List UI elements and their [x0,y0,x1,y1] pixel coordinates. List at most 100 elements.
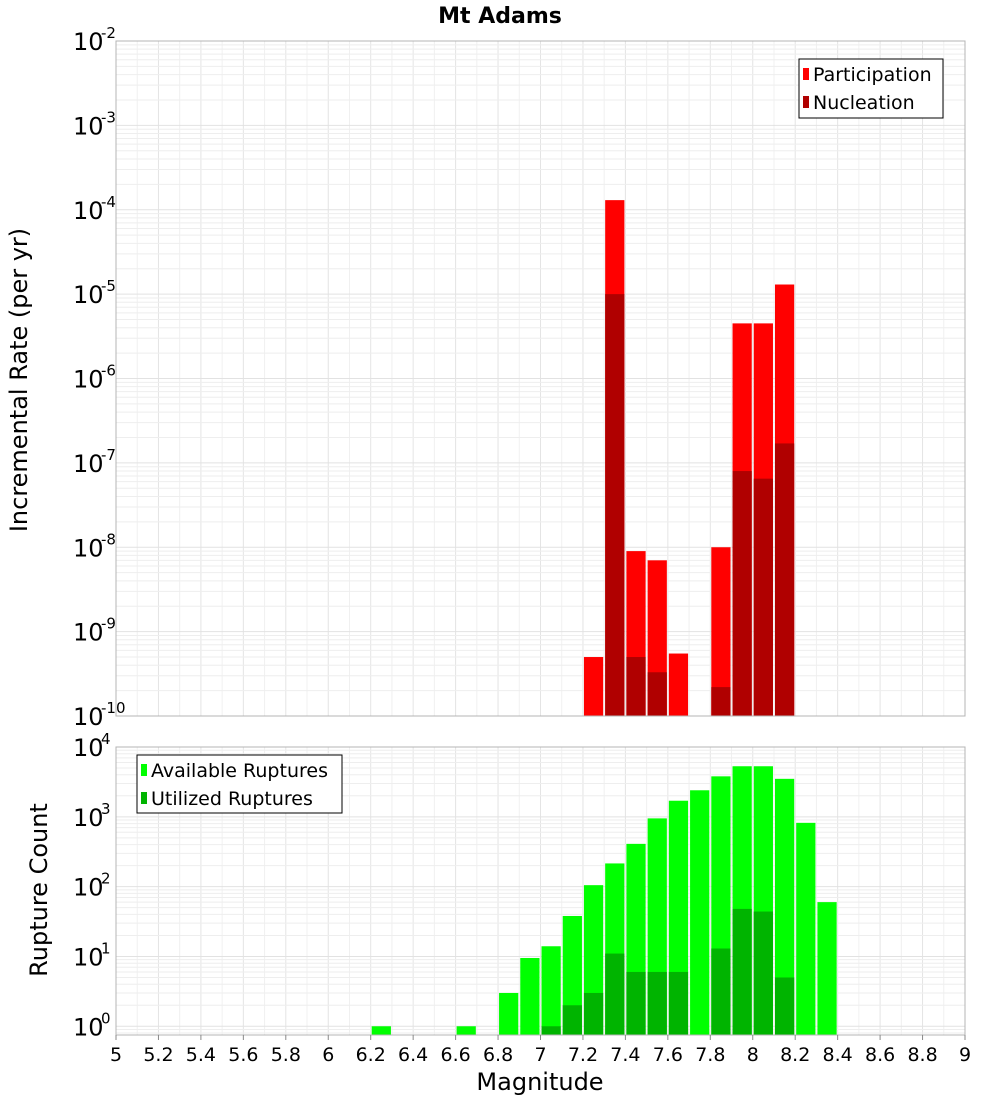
y-tick-exponent: -2 [101,24,116,42]
y-tick-label: 10 [73,943,104,971]
chart-title: Mt Adams [438,4,562,29]
legend: Participation Nucleation [798,58,944,119]
y-tick-exponent: -4 [101,193,116,211]
x-tick-label: 7.6 [653,1044,683,1066]
x-tick-label: 5.4 [186,1044,216,1066]
bar [817,902,837,1035]
legend: Available Ruptures Utilized Ruptures [136,754,343,814]
bar [562,1005,582,1035]
bar [520,958,540,1035]
rate-panel: 10-210-310-410-510-610-710-810-910-10Par… [73,24,966,731]
bar [647,971,667,1035]
bar [796,822,816,1035]
y-tick-exponent: 1 [101,939,111,957]
y-tick-label: 10 [73,197,104,225]
x-axis-label: Magnitude [476,1068,603,1096]
legend-label: Available Ruptures [151,760,328,782]
y-tick-exponent: -6 [101,362,116,380]
y-tick-label: 10 [73,804,104,832]
bar [732,471,752,716]
bar [753,911,773,1035]
y-tick-exponent: -7 [101,446,116,464]
x-tick-label: 8.2 [780,1044,810,1066]
y-axis-label-rate: Incremental Rate (per yr) [5,228,33,532]
bar [371,1026,391,1035]
y-tick-exponent: -5 [101,277,116,295]
bar [690,790,710,1035]
y-tick-label: 10 [73,734,104,762]
y-tick-exponent: 3 [101,800,111,818]
x-tick-label: 7.2 [568,1044,598,1066]
x-tick-label: 6 [322,1044,334,1066]
x-tick-label: 7.8 [695,1044,725,1066]
x-tick-label: 6.2 [356,1044,386,1066]
y-tick-exponent: -3 [101,108,116,126]
y-tick-exponent: -9 [101,615,116,633]
legend-label: Utilized Ruptures [151,788,313,810]
series-1 [605,294,795,716]
bar [711,687,731,716]
grid [115,40,966,717]
legend-swatch [803,68,809,80]
bar [753,478,773,716]
y-tick-label: 10 [73,28,104,56]
bar [499,992,519,1035]
legend-box [798,58,944,119]
bar [711,547,731,716]
x-tick-label: 8.6 [865,1044,895,1066]
bar [605,953,625,1035]
bar [774,977,795,1035]
bar [668,653,689,716]
y-tick-label: 10 [73,874,104,902]
bar [583,657,604,716]
y-tick-label: 10 [73,366,104,394]
bar [774,443,795,716]
y-tick-label: 10 [73,703,104,731]
y-tick-label: 10 [73,534,104,562]
legend-box [136,754,343,814]
y-tick-exponent: -8 [101,530,116,548]
plot-border [115,40,966,717]
bar [583,992,604,1035]
bar [647,672,667,716]
x-tick-label: 5.6 [228,1044,258,1066]
x-tick-label: 8.4 [823,1044,853,1066]
bar [711,948,731,1035]
bar [774,778,795,1035]
y-tick-label: 10 [73,619,104,647]
bar [732,908,752,1035]
y-tick-label: 10 [73,1013,104,1041]
y-tick-exponent: 4 [101,730,111,748]
bar [541,1026,561,1035]
bar [541,946,561,1035]
x-tick-label: 9 [959,1044,971,1066]
legend-swatch [141,764,147,776]
bar [562,915,582,1035]
x-tick-label: 7 [534,1044,546,1066]
legend-label: Participation [813,64,932,86]
y-tick-label: 10 [73,450,104,478]
x-tick-label: 5.2 [143,1044,173,1066]
bar [626,971,646,1035]
legend-swatch [141,792,147,804]
x-tick-label: 6.8 [483,1044,513,1066]
bar [605,294,625,716]
y-tick-label: 10 [73,281,104,309]
bar [668,971,689,1035]
x-tick-label: 6.6 [440,1044,470,1066]
x-tick-label: 7.4 [610,1044,640,1066]
x-tick-label: 6.4 [398,1044,428,1066]
bar [626,657,646,716]
y-tick-exponent: -10 [101,699,126,717]
series-1 [541,908,795,1035]
x-tick-label: 8 [747,1044,759,1066]
legend-label: Nucleation [813,92,915,114]
legend-swatch [803,96,809,108]
y-axis-label-count: Rupture Count [25,803,53,977]
bar [456,1026,476,1035]
x-tick-label: 5 [110,1044,122,1066]
x-tick-label: 8.8 [907,1044,937,1066]
y-tick-exponent: 0 [101,1009,111,1027]
